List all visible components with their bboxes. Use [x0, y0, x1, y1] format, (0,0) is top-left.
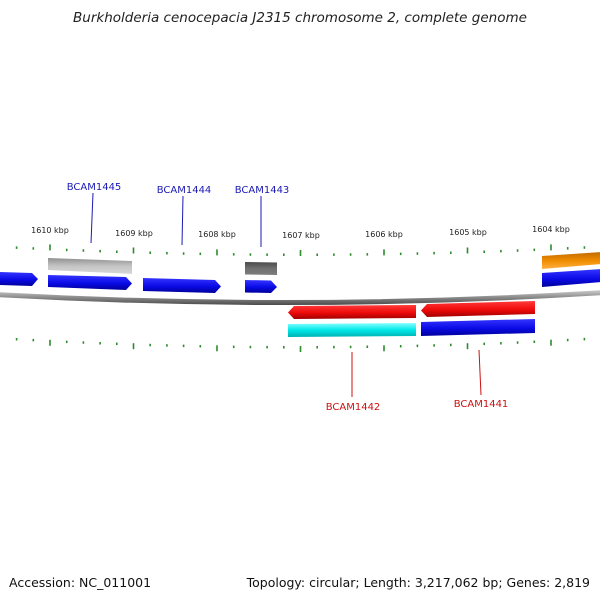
cds-bcam1441-lower[interactable] — [421, 319, 535, 336]
kbp-label-1609: 1609 kbp — [115, 229, 153, 238]
cds-bcam1442[interactable] — [288, 305, 416, 319]
kbp-label-1606: 1606 kbp — [365, 230, 403, 239]
label-line-bcam1441 — [478, 349, 482, 396]
kbp-label-1607: 1607 kbp — [282, 231, 320, 240]
tick-marks-top — [15, 244, 586, 256]
cds-bcam1443[interactable] — [245, 280, 277, 293]
label-line-bcam1445 — [90, 192, 94, 244]
label-line-bcam1444 — [181, 195, 184, 246]
cds-right-edge[interactable] — [542, 269, 600, 287]
kbp-label-1605: 1605 kbp — [449, 228, 487, 237]
genome-backbone — [0, 290, 600, 306]
cds-right-edge-top[interactable] — [542, 252, 600, 269]
gene-label-bcam1441[interactable]: BCAM1441 — [454, 399, 509, 410]
cds-forward-left-edge[interactable] — [0, 272, 38, 286]
tick-marks-bottom — [15, 337, 586, 352]
gene-label-bcam1442[interactable]: BCAM1442 — [326, 402, 381, 413]
gene-label-bcam1444[interactable]: BCAM1444 — [157, 185, 212, 196]
accession-text: Accession: NC_011001 — [9, 575, 152, 590]
cds-bcam1441[interactable] — [421, 301, 535, 317]
map-title: Burkholderia cenocepacia J2315 chromosom… — [73, 10, 527, 26]
gene-label-bcam1445[interactable]: BCAM1445 — [67, 182, 122, 193]
kbp-label-1604: 1604 kbp — [532, 225, 570, 234]
cds-bcam1445-top[interactable] — [48, 258, 132, 274]
cds-bcam1445[interactable] — [48, 275, 132, 290]
gene-label-bcam1443[interactable]: BCAM1443 — [235, 185, 290, 196]
cds-bcam1444[interactable] — [143, 278, 221, 293]
kbp-label-1608: 1608 kbp — [198, 230, 236, 239]
cds-bcam1442-lower[interactable] — [288, 323, 416, 337]
cds-bcam1443-top[interactable] — [245, 262, 277, 275]
kbp-label-1610: 1610 kbp — [31, 226, 69, 235]
genome-info-text: Topology: circular; Length: 3,217,062 bp… — [246, 575, 590, 590]
